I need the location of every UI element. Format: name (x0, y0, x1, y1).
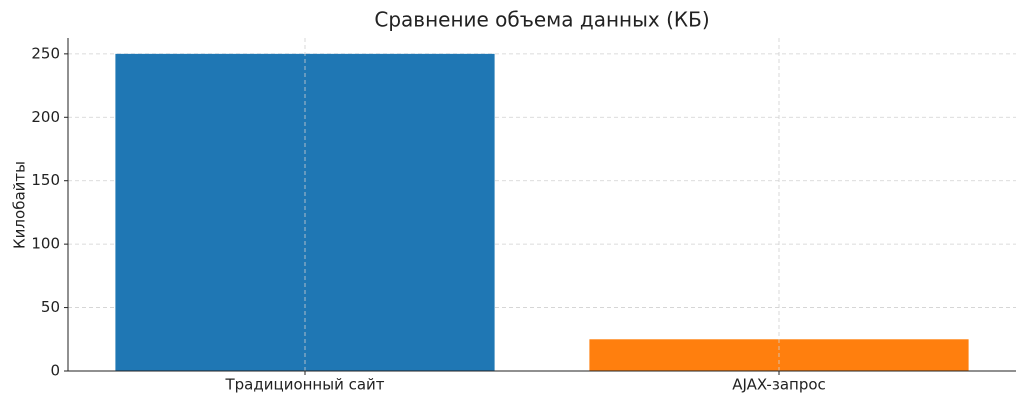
y-axis-label: Килобайты (11, 161, 29, 249)
y-tick-label: 150 (31, 171, 60, 189)
y-tick-label: 200 (31, 108, 60, 126)
y-tick-label: 100 (31, 235, 60, 253)
y-tick-label: 0 (50, 362, 60, 380)
chart-title: Сравнение объема данных (КБ) (374, 8, 709, 32)
y-tick-label: 250 (31, 44, 60, 62)
y-tick-label: 50 (41, 298, 60, 316)
x-tick-label: Традиционный сайт (224, 376, 384, 394)
x-tick-label: AJAX-запрос (732, 376, 826, 394)
